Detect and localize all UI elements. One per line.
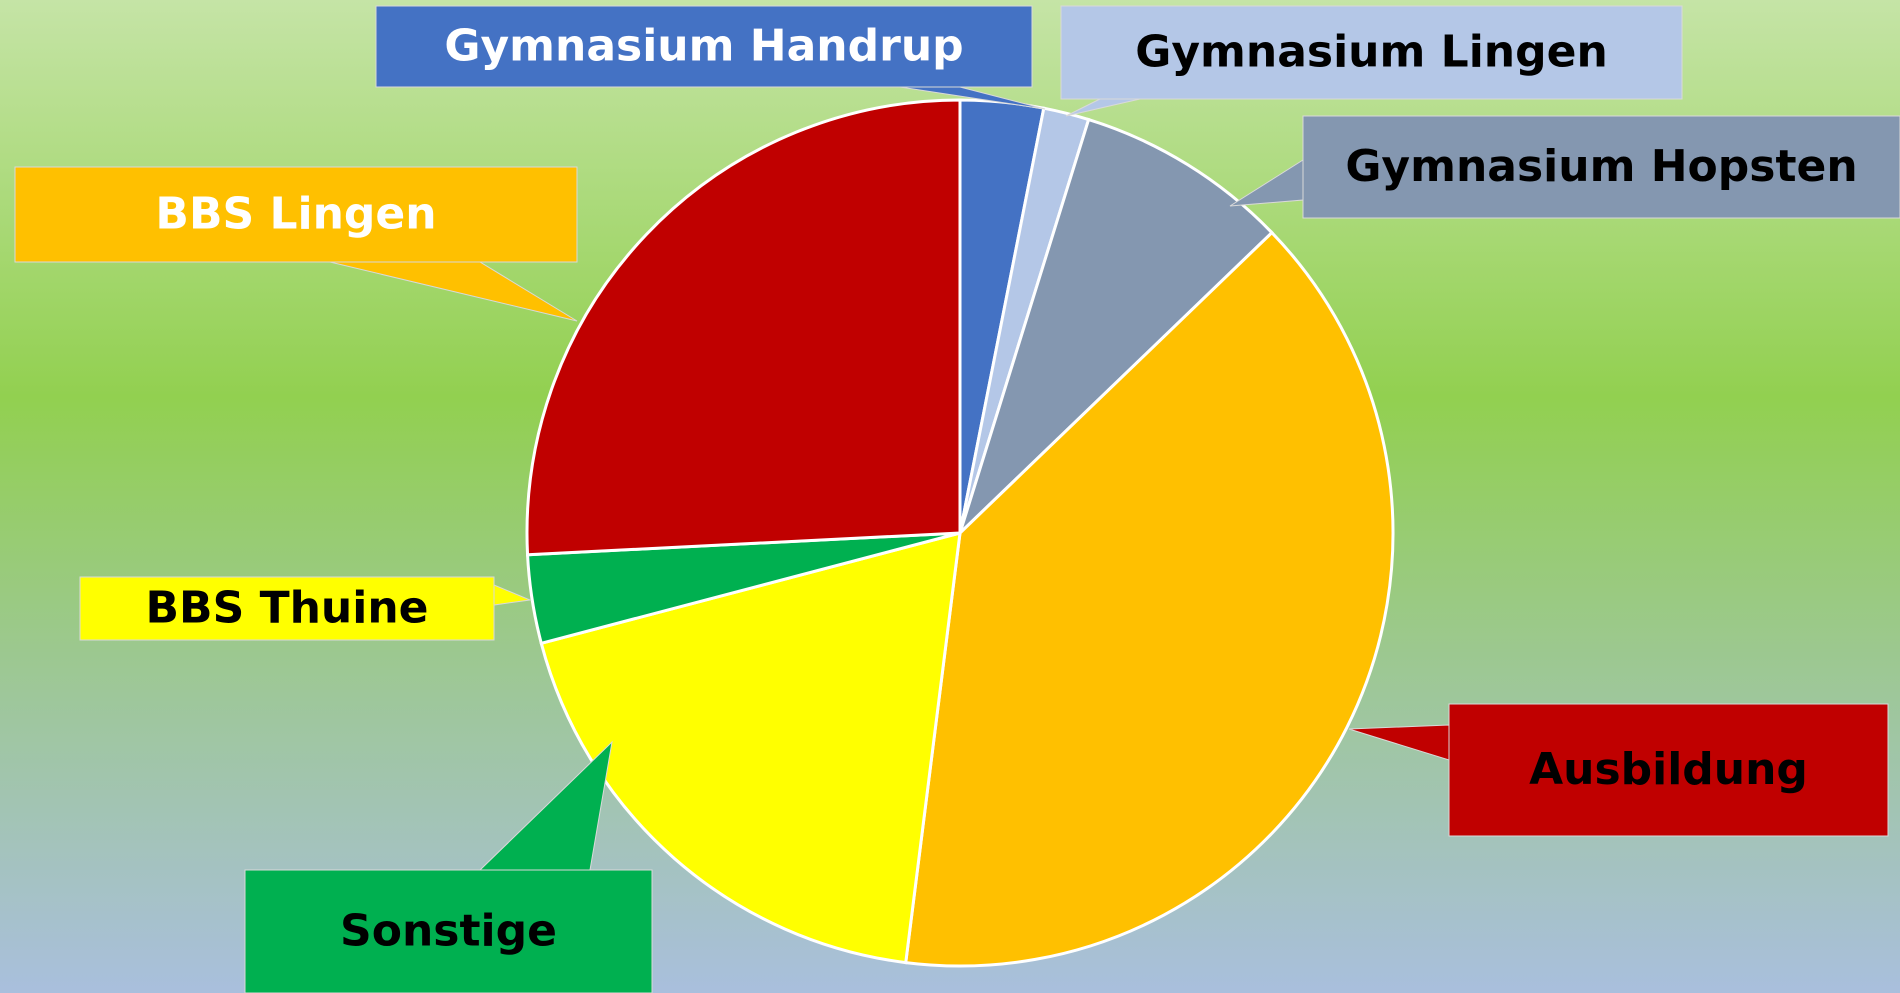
slice-label: Sonstige <box>340 906 557 957</box>
callout-pointer <box>329 261 578 322</box>
label-box <box>14 166 578 263</box>
slice-label: Gymnasium Handrup <box>444 21 963 72</box>
pie-slice <box>904 230 1395 968</box>
callout-pointer <box>1065 98 1141 117</box>
slice-label: BBS Lingen <box>155 189 436 240</box>
callout-pointer <box>1348 724 1450 761</box>
slice-label: Ausbildung <box>1529 744 1808 795</box>
label-box <box>79 576 495 641</box>
slice-label: Gymnasium Hopsten <box>1345 141 1857 192</box>
label-box <box>375 5 1033 88</box>
callout-pointer <box>493 584 532 606</box>
slice-label: BBS Thuine <box>146 583 429 634</box>
slice-label: Gymnasium Lingen <box>1135 27 1608 78</box>
pie-slice <box>539 530 962 965</box>
label-box <box>1060 5 1683 100</box>
label-box <box>244 869 653 993</box>
callout-pointer <box>478 740 613 871</box>
pie-slice <box>525 98 962 557</box>
callout-pointer <box>1229 159 1304 207</box>
pie-slice <box>958 117 1275 535</box>
label-box <box>1302 115 1900 219</box>
label-box <box>1448 703 1889 837</box>
